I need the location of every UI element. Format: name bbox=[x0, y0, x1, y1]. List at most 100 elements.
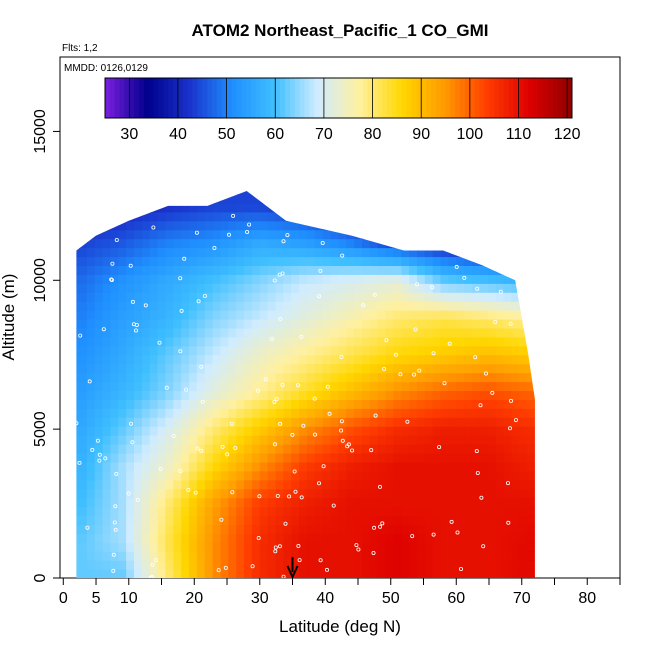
heatmap-cell-1880 bbox=[393, 283, 402, 293]
heatmap-cell-149 bbox=[86, 417, 96, 427]
heatmap-cell-1742 bbox=[369, 336, 379, 347]
heatmap-cell-2240 bbox=[456, 211, 465, 222]
sample-point-10 bbox=[153, 558, 158, 563]
heatmap-cell-2552 bbox=[519, 569, 528, 578]
heatmap-cell-1783 bbox=[377, 363, 387, 374]
heatmap-cell-592 bbox=[165, 390, 174, 400]
colorbar-segment-3 bbox=[119, 78, 125, 118]
heatmap-cell-1697 bbox=[361, 345, 371, 356]
heatmap-cell-2470 bbox=[503, 515, 512, 526]
heatmap-cell-2593 bbox=[519, 202, 528, 213]
colorbar-tick-label-8: 110 bbox=[506, 126, 532, 143]
heatmap-cell-1636 bbox=[354, 497, 363, 508]
colorbar-segment-34 bbox=[270, 78, 276, 118]
heatmap-cell-1615 bbox=[346, 292, 355, 302]
sample-point-95 bbox=[473, 355, 478, 360]
heatmap-cell-1980 bbox=[416, 569, 426, 578]
heatmap-cell-117 bbox=[78, 310, 88, 320]
colorbar-segment-43 bbox=[314, 78, 320, 118]
heatmap-cell-1290 bbox=[291, 444, 300, 454]
heatmap-cell-2188 bbox=[448, 283, 457, 293]
heatmap-cell-1147 bbox=[267, 542, 277, 552]
heatmap-cell-2278 bbox=[464, 265, 473, 275]
heatmap-cell-998 bbox=[236, 301, 245, 311]
heatmap-cell-1032 bbox=[244, 390, 253, 400]
heatmap-cell-638 bbox=[173, 372, 182, 383]
x-tick-label-0: 0 bbox=[59, 590, 68, 607]
heatmap-cell-2531 bbox=[511, 363, 520, 374]
heatmap-cell-1174 bbox=[267, 301, 277, 311]
heatmap-cell-845 bbox=[212, 488, 222, 499]
heatmap-cell-1724 bbox=[369, 497, 379, 508]
heatmap-cell-2078 bbox=[432, 479, 442, 490]
heatmap-cell-419 bbox=[134, 363, 143, 374]
heatmap-cell-1718 bbox=[369, 551, 379, 561]
heatmap-cell-1399 bbox=[306, 256, 316, 266]
heatmap-cell-1397 bbox=[306, 274, 316, 284]
heatmap-cell-2489 bbox=[503, 345, 512, 356]
heatmap-cell-764 bbox=[196, 426, 206, 436]
heatmap-cell-232 bbox=[102, 461, 112, 472]
heatmap-cell-1943 bbox=[409, 506, 418, 517]
heatmap-cell-751 bbox=[196, 542, 206, 552]
heatmap-cell-1356 bbox=[299, 247, 308, 258]
heatmap-cell-2502 bbox=[503, 229, 512, 240]
heatmap-cell-1485 bbox=[322, 274, 332, 284]
heatmap-cell-182 bbox=[94, 515, 104, 526]
heatmap-cell-20 bbox=[63, 390, 71, 400]
heatmap-cell-2411 bbox=[487, 256, 497, 266]
heatmap-cell-2235 bbox=[456, 256, 465, 266]
heatmap-cell-98 bbox=[78, 479, 88, 490]
heatmap-cell-418 bbox=[134, 372, 143, 383]
heatmap-cell-2037 bbox=[424, 452, 434, 463]
heatmap-cell-1837 bbox=[385, 274, 394, 284]
heatmap-cell-1709 bbox=[361, 238, 371, 249]
heatmap-cell-1053 bbox=[244, 202, 253, 213]
sample-point-105 bbox=[179, 308, 184, 313]
heatmap-cell-2400 bbox=[487, 354, 497, 365]
heatmap-cell-1620 bbox=[346, 247, 355, 258]
heatmap-cell-526 bbox=[149, 193, 159, 204]
heatmap-cell-2662 bbox=[534, 372, 535, 383]
heatmap-cell-480 bbox=[141, 211, 151, 222]
heatmap-cell-1028 bbox=[244, 426, 253, 436]
heatmap-cell-288 bbox=[110, 354, 119, 365]
heatmap-cell-1913 bbox=[401, 381, 410, 392]
colorbar-segment-92 bbox=[552, 78, 558, 118]
heatmap-cell-2196 bbox=[448, 211, 457, 222]
heatmap-cell-503 bbox=[149, 399, 159, 409]
heatmap-cell-2374 bbox=[479, 193, 489, 204]
heatmap-cell-1047 bbox=[244, 256, 253, 266]
heatmap-cell-1600 bbox=[346, 426, 355, 436]
heatmap-cell-2330 bbox=[471, 193, 481, 204]
heatmap-cell-1729 bbox=[369, 452, 379, 463]
heatmap-cell-1896 bbox=[401, 533, 410, 543]
heatmap-cell-1930 bbox=[401, 229, 410, 240]
heatmap-cell-1735 bbox=[369, 399, 379, 409]
heatmap-cell-151 bbox=[86, 399, 96, 409]
heatmap-cell-449 bbox=[141, 488, 151, 499]
sample-point-153 bbox=[231, 213, 236, 218]
heatmap-cell-1170 bbox=[267, 336, 277, 347]
heatmap-cell-746 bbox=[189, 193, 198, 204]
heatmap-cell-1261 bbox=[283, 310, 292, 320]
heatmap-cell-549 bbox=[157, 381, 167, 392]
heatmap-cell-2424 bbox=[495, 533, 505, 543]
heatmap-cell-1401 bbox=[306, 238, 316, 249]
heatmap-cell-1860 bbox=[393, 461, 402, 472]
heatmap-cell-2331 bbox=[471, 191, 481, 195]
heatmap-cell-2484 bbox=[503, 390, 512, 400]
heatmap-cell-728 bbox=[189, 354, 198, 365]
heatmap-cell-776 bbox=[196, 318, 206, 329]
heatmap-cell-2251 bbox=[464, 506, 473, 517]
heatmap-cell-1499 bbox=[330, 542, 339, 552]
colorbar-segment-0 bbox=[105, 78, 111, 118]
heatmap-cell-1771 bbox=[377, 470, 387, 481]
heatmap-cell-1429 bbox=[314, 381, 324, 392]
heatmap-cell-79 bbox=[76, 256, 80, 266]
sample-point-49 bbox=[339, 419, 344, 424]
heatmap-cell-971 bbox=[236, 542, 245, 552]
heatmap-cell-2073 bbox=[432, 524, 442, 534]
heatmap-cell-1117 bbox=[259, 417, 269, 427]
heatmap-cell-2500 bbox=[503, 247, 512, 258]
